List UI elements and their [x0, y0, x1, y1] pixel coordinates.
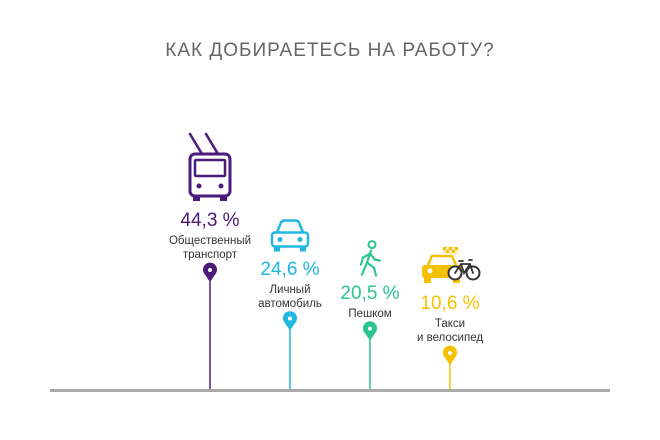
bar-marker: [363, 321, 377, 341]
category-label: Пешком: [348, 307, 391, 321]
baseline-axis: [50, 389, 610, 392]
category-label-line: Пешком: [348, 307, 392, 320]
bar-marker-dot: [288, 316, 292, 321]
category-label: Личный автомобиль: [258, 283, 322, 311]
category-label-line: транспорт: [182, 249, 238, 261]
taxi-bicycle-icon: [422, 246, 481, 283]
bar-marker-dot: [448, 351, 452, 355]
bar-marker: [443, 345, 458, 365]
value-label: 24,6 %: [260, 258, 320, 280]
trolleybus-icon: [188, 132, 232, 201]
category-label-line: автомобиль: [258, 297, 322, 310]
car-icon: [270, 219, 310, 252]
bar-marker-dot: [208, 268, 212, 272]
value-label: 44,3 %: [180, 210, 240, 231]
category-label-line: Личный: [269, 283, 311, 296]
bar-marker: [202, 262, 217, 282]
category-label-line: Общественный: [168, 235, 252, 247]
bar-marker: [283, 311, 297, 331]
category-label-line: и велосипед: [416, 332, 484, 344]
category-label-line: Такси: [434, 318, 466, 330]
category-label: Такси и велосипед: [417, 317, 483, 345]
chart-title: КАК ДОБИРАЕТЕСЬ НА РАБОТУ?: [165, 40, 495, 61]
value-label: 10,6 %: [420, 293, 480, 314]
bar-marker-dot: [368, 326, 372, 331]
category-label: Общественный транспорт: [169, 234, 251, 262]
pedestrian-icon: [359, 240, 382, 277]
value-label: 20,5 %: [340, 282, 400, 304]
